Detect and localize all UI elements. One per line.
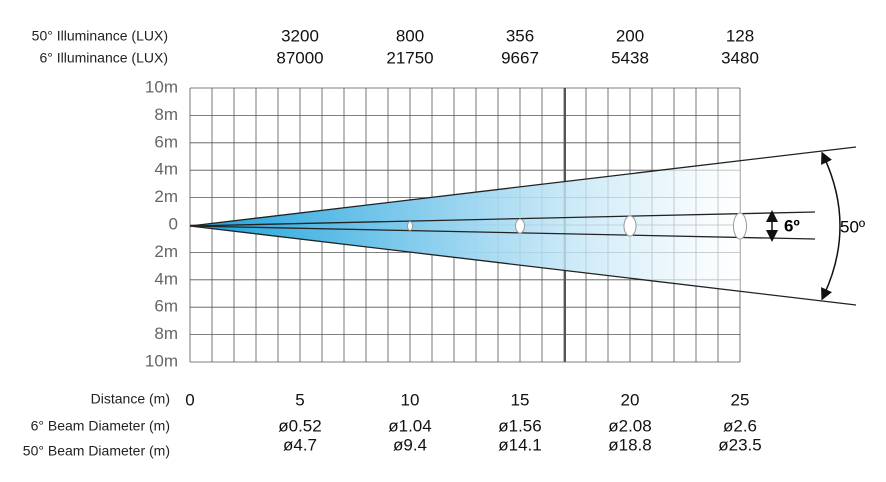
distance: 15: [511, 390, 530, 409]
beam-lines: [189, 146, 857, 306]
beam-fill: [190, 161, 740, 291]
diameter-50: ø14.1: [498, 435, 541, 454]
distance: 25: [731, 390, 750, 409]
diameter-6: ø0.52: [278, 416, 321, 435]
lux-50: 128: [726, 26, 754, 45]
y-axis-label: 6m: [154, 297, 178, 316]
row-label: 50° Illuminance (LUX): [32, 28, 168, 44]
y-axis-label: 10m: [145, 77, 178, 96]
distance: 0: [185, 390, 194, 409]
row-label: Distance (m): [91, 391, 170, 407]
diameter-50: ø4.7: [283, 435, 317, 454]
distance: 10: [401, 390, 420, 409]
wide-arrow: [821, 151, 841, 301]
diameter-6: ø1.56: [498, 416, 541, 435]
y-axis-label: 2m: [154, 187, 178, 206]
beam-spots: [407, 212, 747, 240]
diameter-6: ø2.08: [608, 416, 651, 435]
y-axis-label: 0: [169, 214, 178, 233]
lux-6: 21750: [386, 48, 433, 67]
y-axis-label: 4m: [154, 269, 178, 288]
lux-50: 200: [616, 26, 644, 45]
diameter-6: ø2.6: [723, 416, 757, 435]
y-axis-label: 4m: [154, 160, 178, 179]
y-axis-label: 2m: [154, 242, 178, 261]
row-label: 50° Beam Diameter (m): [23, 443, 170, 459]
distance: 20: [621, 390, 640, 409]
row-label: 6° Illuminance (LUX): [39, 50, 168, 66]
lux-50: 3200: [281, 26, 319, 45]
diameter-50: ø23.5: [718, 435, 761, 454]
distance: 5: [295, 390, 304, 409]
row-label: 6° Beam Diameter (m): [31, 418, 170, 434]
y-axis-label: 6m: [154, 132, 178, 151]
lux-6: 87000: [276, 48, 323, 67]
lux-6: 3480: [721, 48, 759, 67]
narrow-angle: 6º: [784, 216, 800, 235]
y-axis-label: 8m: [154, 105, 178, 124]
diameter-50: ø18.8: [608, 435, 651, 454]
lux-50: 356: [506, 26, 534, 45]
lux-6: 9667: [501, 48, 539, 67]
lux-6: 5438: [611, 48, 649, 67]
y-axis-label: 8m: [154, 324, 178, 343]
diameter-50: ø9.4: [393, 435, 427, 454]
diameter-6: ø1.04: [388, 416, 431, 435]
y-axis-label: 10m: [145, 351, 178, 370]
lux-50: 800: [396, 26, 424, 45]
wide-angle: 50º: [840, 217, 865, 236]
